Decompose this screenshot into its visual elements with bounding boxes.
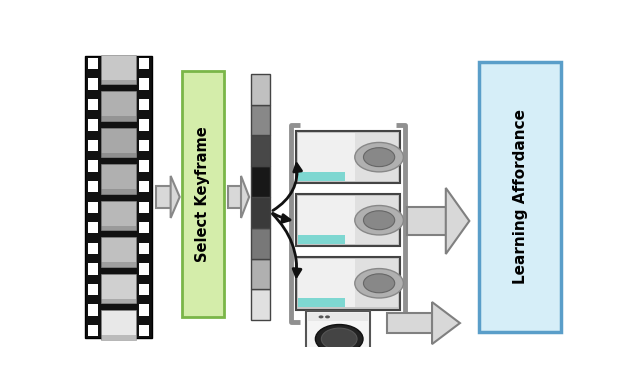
Bar xyxy=(88,160,99,172)
Bar xyxy=(101,189,136,194)
Bar xyxy=(387,313,432,333)
Bar xyxy=(101,55,136,84)
Bar xyxy=(251,259,270,289)
Bar xyxy=(306,311,370,359)
Bar xyxy=(88,284,99,295)
Bar xyxy=(138,263,148,275)
Circle shape xyxy=(324,354,332,359)
Bar xyxy=(182,71,224,317)
Bar xyxy=(138,181,148,192)
Bar xyxy=(298,172,344,181)
Bar xyxy=(298,133,398,181)
Bar xyxy=(298,259,398,307)
Bar xyxy=(101,262,136,267)
Circle shape xyxy=(364,148,395,167)
Bar xyxy=(101,91,136,121)
Polygon shape xyxy=(432,302,460,344)
Bar xyxy=(251,228,270,259)
Bar xyxy=(228,186,241,208)
Bar xyxy=(298,298,344,307)
Bar xyxy=(101,237,136,267)
Bar xyxy=(101,310,136,340)
Polygon shape xyxy=(446,188,469,254)
Bar xyxy=(101,128,136,157)
Bar xyxy=(308,312,367,321)
Bar xyxy=(298,196,398,244)
Bar xyxy=(88,78,99,90)
Bar xyxy=(101,299,136,303)
Bar xyxy=(88,58,99,69)
Circle shape xyxy=(316,324,363,353)
Bar xyxy=(138,325,148,336)
Bar xyxy=(101,153,136,157)
Bar xyxy=(88,263,99,275)
Bar xyxy=(101,335,136,340)
Text: Select Keyframe: Select Keyframe xyxy=(195,126,211,262)
Bar xyxy=(296,257,400,310)
Bar xyxy=(101,226,136,230)
Bar xyxy=(101,274,136,303)
Bar xyxy=(479,62,561,332)
Bar xyxy=(88,304,99,316)
Circle shape xyxy=(319,316,324,318)
Bar xyxy=(138,222,148,234)
Bar xyxy=(88,202,99,213)
Polygon shape xyxy=(171,176,180,218)
Bar xyxy=(138,284,148,295)
Bar xyxy=(101,80,136,84)
Bar xyxy=(101,116,136,121)
Bar xyxy=(296,194,400,246)
Circle shape xyxy=(321,328,357,350)
Bar xyxy=(251,105,270,135)
Bar xyxy=(85,56,152,338)
Bar xyxy=(251,197,270,228)
Bar xyxy=(298,133,355,181)
Bar xyxy=(88,140,99,151)
Bar xyxy=(408,207,446,235)
Polygon shape xyxy=(241,176,249,218)
Bar xyxy=(138,202,148,213)
Circle shape xyxy=(364,274,395,293)
Bar xyxy=(138,78,148,90)
Bar xyxy=(251,74,270,105)
Bar xyxy=(138,119,148,131)
Bar xyxy=(88,181,99,192)
Bar xyxy=(88,325,99,336)
Bar xyxy=(296,131,400,183)
Circle shape xyxy=(355,206,403,235)
Bar xyxy=(298,235,344,244)
Bar xyxy=(298,259,355,307)
Bar xyxy=(88,222,99,234)
Bar xyxy=(138,160,148,172)
Bar xyxy=(88,243,99,254)
Text: Learning Affordance: Learning Affordance xyxy=(513,110,528,284)
Bar xyxy=(88,99,99,110)
Bar xyxy=(138,304,148,316)
Bar xyxy=(251,135,270,166)
Bar xyxy=(101,164,136,194)
Bar xyxy=(251,166,270,197)
Bar xyxy=(101,201,136,230)
Circle shape xyxy=(355,269,403,298)
Bar xyxy=(156,186,171,208)
Bar xyxy=(138,99,148,110)
Circle shape xyxy=(344,354,352,359)
Circle shape xyxy=(355,142,403,172)
Bar xyxy=(138,140,148,151)
Bar xyxy=(251,289,270,320)
Bar xyxy=(88,119,99,131)
Bar xyxy=(138,243,148,254)
Circle shape xyxy=(325,316,330,318)
Circle shape xyxy=(364,211,395,230)
Bar xyxy=(138,58,148,69)
Bar xyxy=(298,196,355,244)
